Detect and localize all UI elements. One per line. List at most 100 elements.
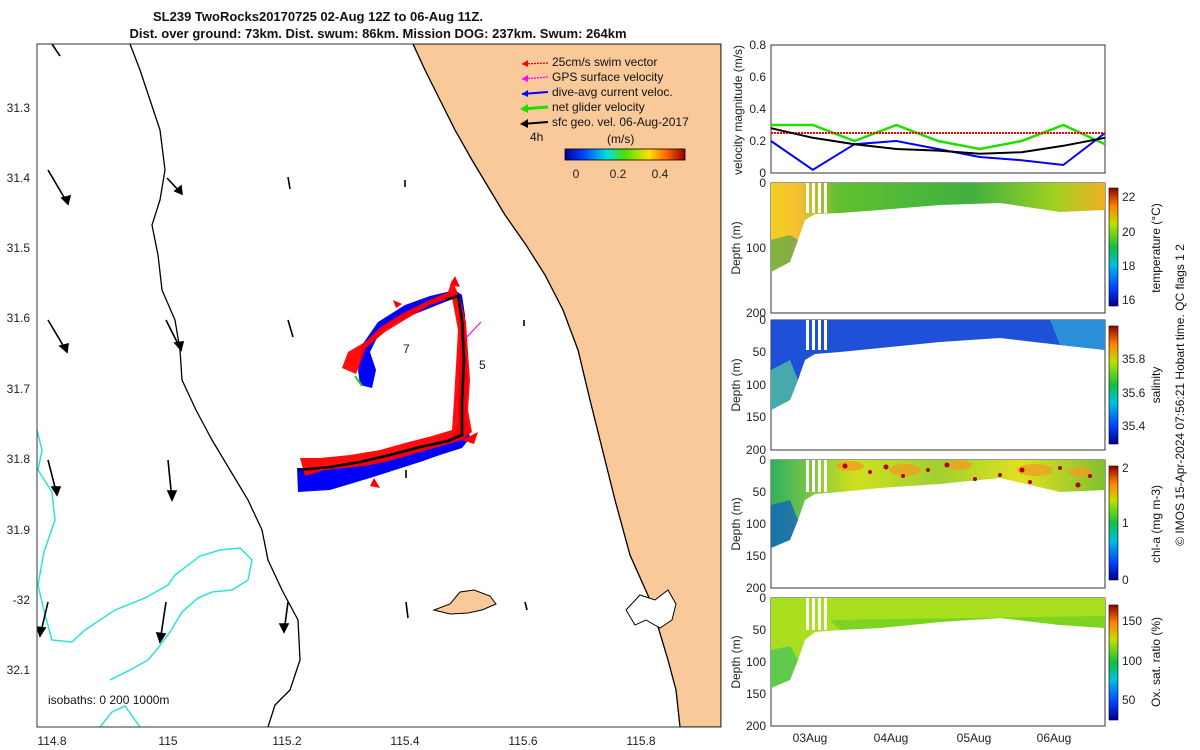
day-label-5: 5 <box>479 358 486 372</box>
ox-cbar-tick: 150 <box>1122 614 1142 628</box>
chla-cbar-tick: 0 <box>1122 573 1129 587</box>
section-ytick: 0 <box>759 591 766 605</box>
vel-ytick: 0.2 <box>749 134 766 148</box>
section-ytick: 50 <box>753 345 767 359</box>
isobath-200m <box>37 429 253 681</box>
geo-vectors <box>37 44 528 644</box>
ox-cbar-tick: 100 <box>1122 654 1142 668</box>
section-xtick: 05Aug <box>957 731 992 745</box>
chla-cbar-tick: 2 <box>1122 461 1129 475</box>
map-colorbar-label: (m/s) <box>607 132 634 146</box>
section-ytick: 150 <box>746 549 766 563</box>
vel-ylabel: velocity magnitude (m/s) <box>731 45 745 175</box>
section-ytick: 150 <box>746 410 766 424</box>
map-ytick: 31.7 <box>7 382 31 396</box>
legend-gps: GPS surface velocity <box>552 70 663 84</box>
temp-cbar-tick: 20 <box>1122 225 1136 239</box>
map-ytick: -32 <box>13 593 31 607</box>
section-ylabel: Depth (m) <box>729 221 743 274</box>
sal-cbar-tick: 35.4 <box>1122 419 1146 433</box>
section-ytick: 150 <box>746 687 766 701</box>
legend-swim: 25cm/s swim vector <box>552 55 657 69</box>
isobaths-label: isobaths: 0 200 1000m <box>48 693 169 707</box>
map-cbar-tick-2: 0.4 <box>652 167 669 181</box>
velocity-series-line-1 <box>770 132 1106 171</box>
vel-ytick: 0.4 <box>749 102 766 116</box>
data-gap-dots <box>806 183 827 213</box>
section-ylabel: Depth (m) <box>729 635 743 688</box>
section-ytick: 200 <box>746 581 766 595</box>
map-xtick: 115.6 <box>508 734 537 748</box>
section-ylabel: Depth (m) <box>729 358 743 411</box>
section-ytick: 100 <box>746 517 766 531</box>
map-ytick: 31.9 <box>7 523 31 537</box>
ox-cbar-tick: 50 <box>1122 693 1136 707</box>
chla-spots <box>842 462 1092 488</box>
vel-ytick: 0.8 <box>749 38 766 52</box>
salinity-colorbar <box>1108 325 1119 445</box>
map-xtick: 115.2 <box>272 734 301 748</box>
map-ytick: 31.5 <box>7 241 31 255</box>
map-panel <box>37 44 721 727</box>
legend-net: net glider velocity <box>552 100 645 114</box>
temp-cbar-tick: 22 <box>1122 190 1136 204</box>
vel-ytick: 0.6 <box>749 70 766 84</box>
section-xtick: 06Aug <box>1037 731 1072 745</box>
section-ytick: 200 <box>746 443 766 457</box>
map-colorbar <box>564 148 686 161</box>
land-mass <box>412 44 721 727</box>
title-line-1: SL239 TwoRocks20170725 02-Aug 12Z to 06-… <box>153 9 483 24</box>
map-xtick: 114.8 <box>37 734 66 748</box>
section-xtick: 04Aug <box>874 731 909 745</box>
bay-inlet <box>625 589 677 629</box>
temperature-colorbar <box>1108 187 1119 307</box>
velocity-series-line-0 <box>771 123 1106 151</box>
isobath-200m-south <box>99 705 141 727</box>
temp-cbar-tick: 18 <box>1122 259 1136 273</box>
map-y-ticks: 31.3 31.4 31.5 31.6 31.7 31.8 31.9 -32 3… <box>7 101 31 677</box>
vel-ytick: 0 <box>759 166 766 180</box>
section-ytick: 50 <box>753 623 767 637</box>
section-ytick: 200 <box>746 719 766 733</box>
map-ytick: 31.8 <box>7 452 31 466</box>
ox-cbar-label: Ox. sat. ratio (%) <box>1149 617 1163 707</box>
oxygen-colorbar <box>1108 604 1119 721</box>
velocity-panel: 0.8 0.6 0.4 0.2 0 velocity magnitude (m/… <box>731 38 1106 180</box>
chla-panel: 0 50 100 150 200 Depth (m) 2 1 0 chl-a (… <box>729 453 1163 595</box>
section-ytick: 100 <box>746 241 766 255</box>
sal-cbar-label: salinity <box>1149 367 1163 404</box>
section-ytick: 200 <box>746 306 766 320</box>
section-ytick: 100 <box>746 655 766 669</box>
chla-cbar-label: chl-a (mg m-3) <box>1149 485 1163 563</box>
map-xtick: 115 <box>158 734 177 748</box>
map-legend: 25cm/s swim vector GPS surface velocity … <box>520 55 689 181</box>
velocity-series <box>770 123 1106 171</box>
legend-time-label: 4h <box>530 130 543 144</box>
temp-cbar-tick: 16 <box>1122 293 1136 307</box>
map-ytick: 31.6 <box>7 311 31 325</box>
map-ytick: 31.4 <box>7 171 31 185</box>
sal-cbar-tick: 35.8 <box>1122 352 1146 366</box>
chla-patches <box>836 460 1092 477</box>
temperature-panel: 0 100 200 Depth (m) 22 20 18 16 temperat… <box>729 176 1163 320</box>
day-label-7: 7 <box>403 342 410 356</box>
map-cbar-tick-0: 0 <box>573 167 580 181</box>
map-frame <box>36 43 722 728</box>
map-xtick: 115.4 <box>390 734 419 748</box>
title-line-2: Dist. over ground: 73km. Dist. swum: 86k… <box>129 26 626 41</box>
glider-track <box>297 276 482 492</box>
salinity-panel: 0 50 100 150 200 Depth (m) 35.8 35.6 35.… <box>729 313 1163 457</box>
section-ylabel: Depth (m) <box>729 497 743 550</box>
isobath-1000m <box>129 44 301 727</box>
section-xtick: 03Aug <box>793 731 828 745</box>
section-ytick: 0 <box>759 453 766 467</box>
island <box>432 589 497 615</box>
map-ytick: 31.3 <box>7 101 31 115</box>
oxygen-panel: 0 50 100 150 200 Depth (m) 150 100 50 Ox… <box>729 591 1163 745</box>
section-ytick: 100 <box>746 378 766 392</box>
chla-cbar-tick: 1 <box>1122 516 1129 530</box>
imos-credit: © IMOS 15-Apr-2024 07:56:21 Hobart time.… <box>1173 244 1187 546</box>
map-x-ticks: 114.8 115 115.2 115.4 115.6 115.8 <box>37 734 655 748</box>
map-cbar-tick-1: 0.2 <box>610 167 627 181</box>
